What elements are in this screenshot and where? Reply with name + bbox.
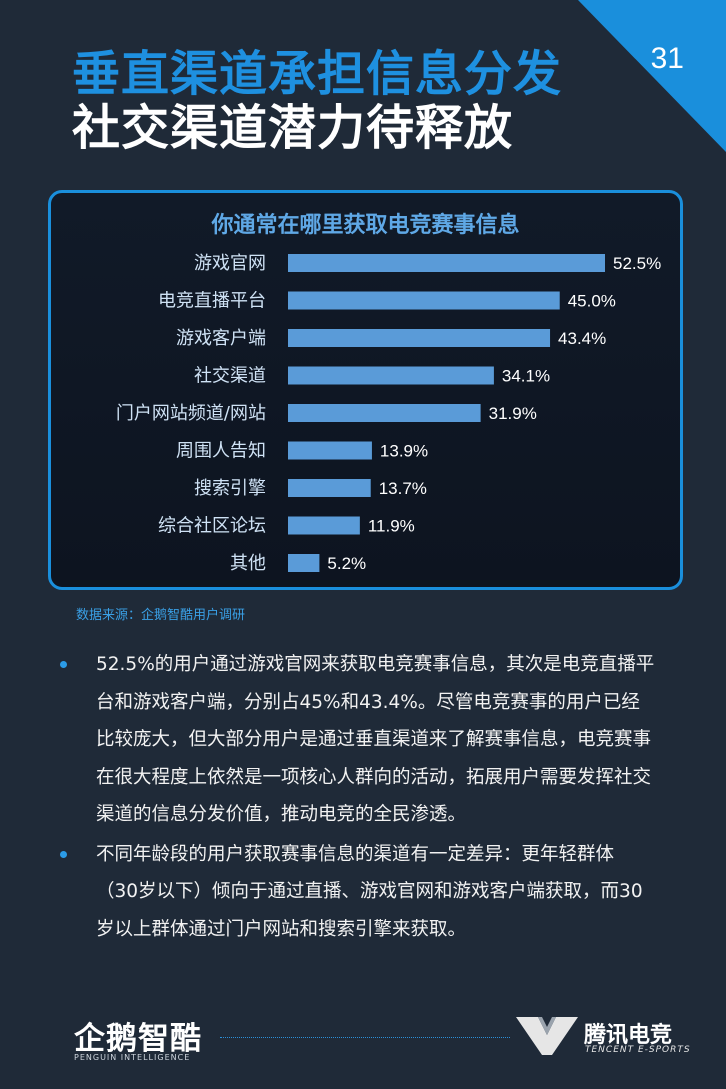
chart-panel: 你通常在哪里获取电竞赛事信息 游戏官网 52.5% 电竞直播平台 45.0% 游戏客户端… xyxy=(48,190,683,590)
page-corner-triangle xyxy=(578,0,726,152)
value-label: 31.9% xyxy=(489,404,537,423)
bar xyxy=(288,329,551,347)
bar xyxy=(288,404,481,422)
value-label: 43.4% xyxy=(558,329,606,348)
category-label: 搜索引擎 xyxy=(194,478,266,499)
category-label: 其他 xyxy=(230,553,266,574)
value-label: 34.1% xyxy=(502,367,550,386)
bar xyxy=(288,254,605,272)
bar xyxy=(288,366,494,385)
category-label: 游戏官网 xyxy=(194,253,266,274)
data-source-note: 数据来源：企鹅智酷用户调研 xyxy=(76,608,246,623)
page-title-line2: 社交渠道潜力待释放 xyxy=(72,100,514,156)
value-label: 13.9% xyxy=(380,442,428,461)
bar-chart: 游戏官网 52.5% 电竞直播平台 45.0% 游戏客户端 43.4% 社交渠道 34.1% 门… xyxy=(116,253,661,574)
page-number: 31 xyxy=(650,42,684,75)
footer: 企鹅智酷 PENGUIN INTELLIGENCE 腾讯电竞 TENCENT E… xyxy=(0,1005,726,1075)
bullet-dot-icon xyxy=(60,850,67,858)
category-label: 社交渠道 xyxy=(194,366,266,387)
value-label: 5.2% xyxy=(327,554,366,573)
bar xyxy=(288,516,360,535)
tencent-esports-subtitle: TENCENT E-SPORTS xyxy=(585,1045,691,1055)
category-label: 游戏客户端 xyxy=(176,328,266,349)
bullet-text: 52.5%的用户通过游戏官网来获取电竞赛事信息，其次是电竞直播平台和游戏客户端，… xyxy=(96,654,655,825)
tencent-esports-logo: 腾讯电竞 xyxy=(584,1023,673,1048)
value-label: 11.9% xyxy=(368,517,415,536)
bullet-item: 52.5%的用户通过游戏官网来获取电竞赛事信息，其次是电竞直播平台和游戏客户端，… xyxy=(56,646,656,834)
tencent-esports-v-icon xyxy=(516,1017,578,1055)
chart-title: 你通常在哪里获取电竞赛事信息 xyxy=(211,213,520,238)
page-title-line1: 垂直渠道承担信息分发 xyxy=(72,46,563,102)
bar xyxy=(288,479,371,497)
bullet-dot-icon xyxy=(60,661,67,668)
category-label: 综合社区论坛 xyxy=(158,516,266,537)
penguin-intelligence-logo: 企鹅智酷 xyxy=(74,1021,202,1057)
value-label: 13.7% xyxy=(379,479,427,498)
penguin-intelligence-subtitle: PENGUIN INTELLIGENCE xyxy=(74,1053,191,1062)
bar xyxy=(288,441,372,460)
bullet-list: 52.5%的用户通过游戏官网来获取电竞赛事信息，其次是电竞直播平台和游戏客户端，… xyxy=(56,646,656,948)
category-label: 门户网站频道/网站 xyxy=(116,403,266,424)
bullet-text: 不同年龄段的用户获取赛事信息的渠道有一定差异：更年轻群体（30岁以下）倾向于通过… xyxy=(96,843,643,940)
footer-divider xyxy=(220,1037,510,1038)
category-label: 周围人告知 xyxy=(176,441,266,462)
category-label: 电竞直播平台 xyxy=(158,291,266,312)
bullet-item: 不同年龄段的用户获取赛事信息的渠道有一定差异：更年轻群体（30岁以下）倾向于通过… xyxy=(56,836,656,949)
bar xyxy=(288,291,560,310)
value-label: 52.5% xyxy=(613,254,661,273)
value-label: 45.0% xyxy=(568,292,616,311)
bar xyxy=(288,554,320,572)
